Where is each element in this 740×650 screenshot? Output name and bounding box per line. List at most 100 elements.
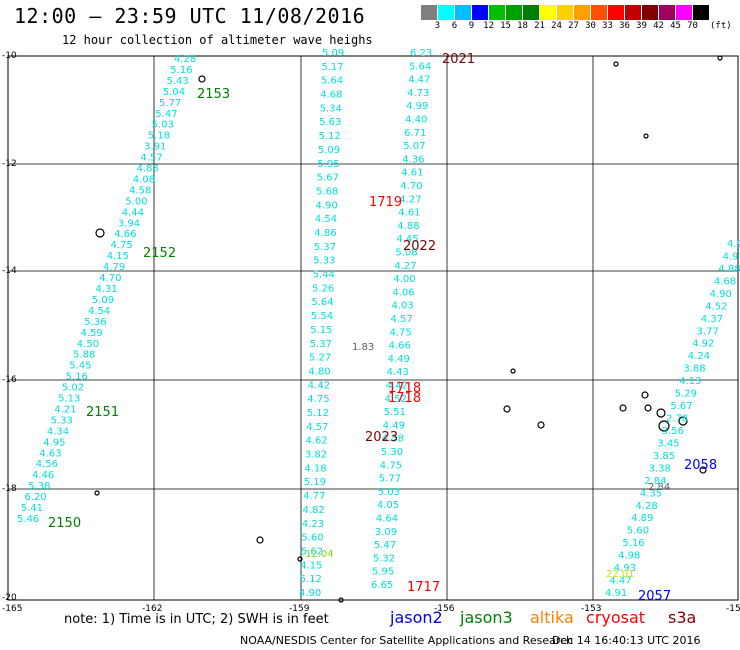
- swh-value: 4.86: [314, 228, 336, 239]
- pass-id-label: 2022: [403, 239, 436, 254]
- swh-value: 4.23: [302, 519, 324, 530]
- swh-value: 6.71: [404, 128, 426, 139]
- swh-value-highlight: 22.01: [606, 569, 635, 580]
- swh-value: 4.24: [688, 351, 710, 362]
- colorbar-cell: [438, 5, 455, 20]
- swh-value: 4.43: [387, 367, 409, 378]
- island-outline: [699, 466, 707, 474]
- swh-value: 4.79: [103, 262, 125, 273]
- legend-satellite-jason2: jason2: [390, 608, 443, 627]
- swh-value-highlight: 12.04: [305, 549, 334, 560]
- latitude-label: -20: [2, 593, 17, 603]
- swh-value: 4.66: [389, 341, 411, 352]
- swh-value: 4.73: [407, 88, 429, 99]
- swh-value: 5.03: [378, 487, 400, 498]
- longitude-label: -153: [581, 604, 601, 614]
- swh-value: 4.35: [640, 488, 662, 499]
- swh-value: 4.90: [316, 200, 338, 211]
- swh-value: 5.32: [373, 553, 395, 564]
- swh-value: 4.27: [394, 261, 416, 272]
- swh-value: 4.68: [714, 276, 736, 287]
- swh-value: 4.42: [386, 381, 408, 392]
- swh-value: 5.13: [58, 394, 80, 405]
- swh-value: 4.21: [54, 405, 76, 416]
- island-outline: [95, 228, 105, 238]
- swh-value: 4.57: [391, 314, 413, 325]
- swh-value: 5.44: [313, 270, 335, 281]
- longitude-label: -165: [2, 604, 22, 614]
- swh-value: 5.17: [321, 62, 343, 73]
- swh-value: 5.37: [310, 339, 332, 350]
- colorbar-label: 45: [670, 21, 681, 31]
- swh-value: 4.57: [306, 422, 328, 433]
- swh-value: 5.62: [301, 547, 323, 558]
- swh-value: 5.34: [320, 103, 342, 114]
- colorbar-cell: [625, 5, 642, 20]
- swh-value: 4.15: [107, 251, 129, 262]
- swh-value: 4.90: [299, 588, 321, 599]
- swh-value: 5.43: [167, 76, 189, 87]
- island-outline: [658, 420, 670, 432]
- swh-value: 5.95: [372, 567, 394, 578]
- swh-value: 4.91: [605, 588, 627, 599]
- swh-value: 5.45: [69, 361, 91, 372]
- islands: [94, 55, 723, 603]
- colorbar-cell: [591, 5, 608, 20]
- island-outline: [717, 55, 723, 61]
- pass-id-label: 1717: [407, 580, 440, 595]
- swh-value: 3.45: [657, 438, 679, 449]
- swh-value: 2.78: [666, 414, 688, 425]
- island-outline: [297, 556, 303, 562]
- swh-value: 4.70: [400, 181, 422, 192]
- colorbar-cell: [574, 5, 591, 20]
- swh-value: 4.75: [111, 240, 133, 251]
- swh-colorbar: [421, 5, 710, 20]
- longitude-label: -159: [289, 604, 310, 614]
- legend-satellite-jason3: jason3: [460, 608, 513, 627]
- swh-value: 5.02: [62, 383, 84, 394]
- swh-value: 4.58: [129, 185, 151, 196]
- swh-value: 3.38: [649, 463, 671, 474]
- footer-date: Dec 14 16:40:13 UTC 2016: [552, 634, 701, 647]
- swh-value: 4.57: [140, 153, 162, 164]
- legend-satellite-s3a: s3a: [668, 608, 697, 627]
- swh-value: 4.95: [727, 239, 740, 250]
- swh-value: 5.51: [384, 407, 406, 418]
- pass-id-label: 2021: [442, 52, 475, 67]
- swh-value: 5.33: [313, 256, 335, 267]
- swh-value: 4.70: [99, 273, 121, 284]
- swh-value: 4.49: [388, 354, 410, 365]
- swh-value: 4.54: [88, 306, 110, 317]
- swh-value: 5.15: [310, 325, 332, 336]
- colorbar-label: 33: [602, 21, 613, 31]
- pass-id-label: 2151: [86, 405, 119, 420]
- map-subtitle: 12 hour collection of altimeter wave hei…: [62, 33, 373, 47]
- swh-value: 4.93: [614, 563, 636, 574]
- island-outline: [503, 405, 511, 413]
- colorbar-label: 39: [636, 21, 647, 31]
- swh-value: 5.46: [17, 514, 39, 525]
- island-outline: [256, 536, 264, 544]
- swh-value: 4.05: [377, 500, 399, 511]
- pass-id-label: 2023: [365, 430, 398, 445]
- swh-value: 4.54: [315, 214, 337, 225]
- swh-value: 4.18: [304, 463, 326, 474]
- island-outline: [643, 133, 649, 139]
- swh-value: 6.65: [371, 580, 393, 591]
- longitude-label: -15: [726, 604, 740, 614]
- swh-value: 5.27: [309, 353, 331, 364]
- pass-id-label: 1718: [388, 391, 421, 406]
- legend-satellite-altika: altika: [530, 608, 574, 627]
- swh-value: 5.03: [152, 120, 174, 131]
- swh-value: 4.34: [47, 426, 69, 437]
- swh-value: 4.97: [723, 252, 740, 263]
- swh-value: 4.27: [399, 194, 421, 205]
- colorbar-label: 30: [585, 21, 596, 31]
- swh-value: 4.99: [406, 101, 428, 112]
- swh-value: 5.08: [395, 248, 417, 259]
- legend-note: note: 1) Time is in UTC; 2) SWH is in fe…: [64, 612, 329, 627]
- swh-value: 4.88: [397, 221, 419, 232]
- swh-value: 5.30: [381, 447, 403, 458]
- swh-value: 4.62: [306, 436, 328, 447]
- island-outline: [338, 597, 344, 603]
